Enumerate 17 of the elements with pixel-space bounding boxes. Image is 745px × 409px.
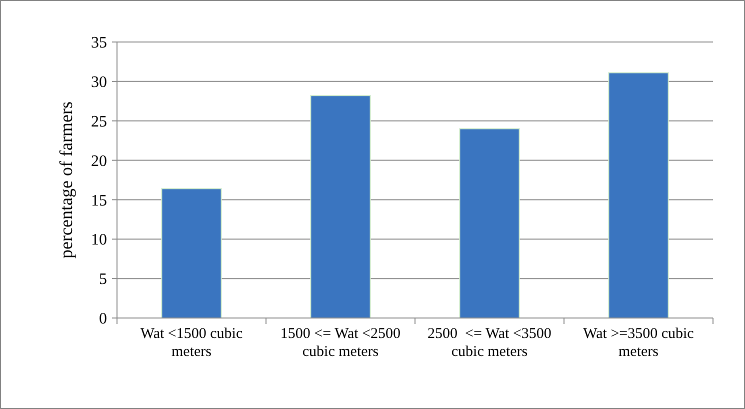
bar xyxy=(161,188,222,318)
y-tick-label: 0 xyxy=(99,310,107,328)
bar xyxy=(310,95,371,318)
bar xyxy=(608,72,669,318)
y-tick-label: 15 xyxy=(91,192,107,210)
x-tick-label: 2500 <= Wat <3500 cubic meters xyxy=(428,326,552,360)
y-tick-label: 30 xyxy=(91,74,107,92)
y-axis-title: percentage of farmers xyxy=(56,102,76,258)
y-tick-label: 20 xyxy=(91,152,107,170)
x-tick-label: Wat >=3500 cubic meters xyxy=(583,326,694,360)
bar xyxy=(459,128,520,318)
y-tick-label: 35 xyxy=(91,34,107,52)
y-tick-label: 25 xyxy=(91,113,107,130)
y-tick-label: 5 xyxy=(99,271,107,288)
x-tick-label: 1500 <= Wat <2500 cubic meters xyxy=(280,326,401,360)
x-tick-label: Wat <1500 cubic meters xyxy=(140,326,243,360)
y-tick-label: 10 xyxy=(91,232,107,249)
